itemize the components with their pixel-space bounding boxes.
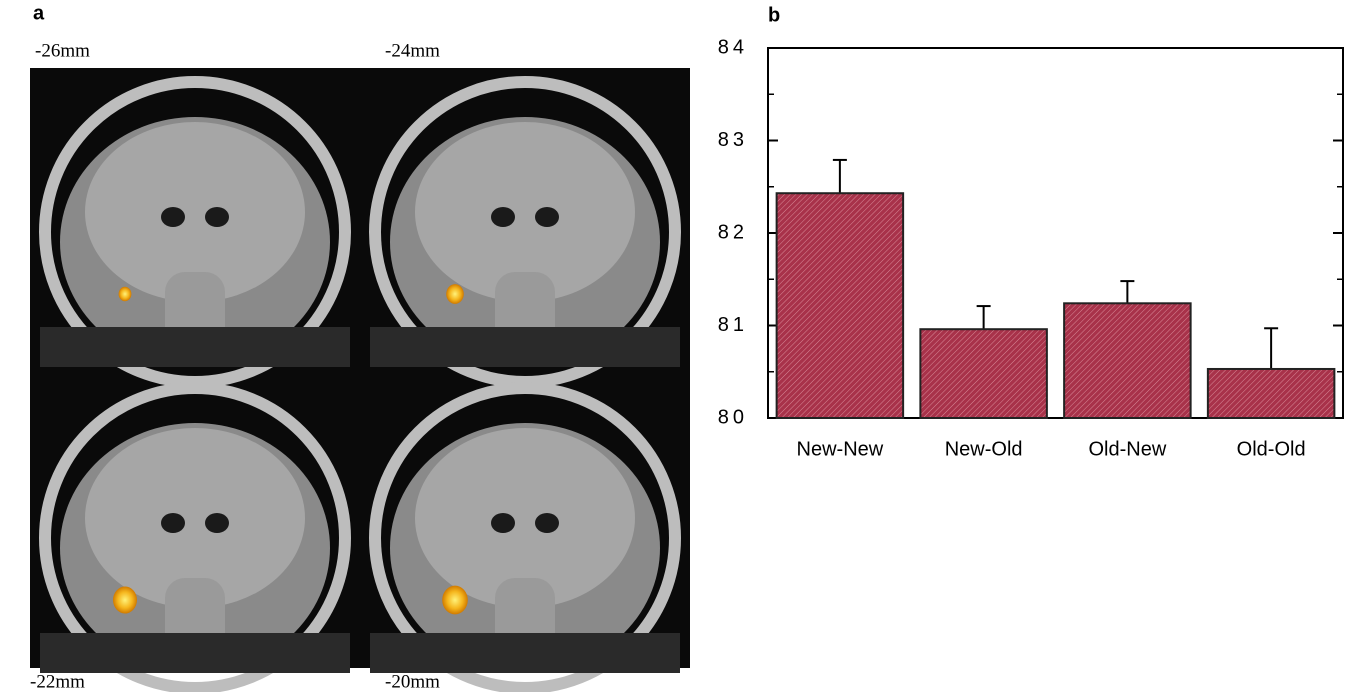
y-tick-label: 83 bbox=[718, 129, 748, 151]
activation bbox=[113, 587, 137, 614]
figure: a b -26mm -24mm -22mm -20mm 80 81 82 83 84 Ne… bbox=[0, 0, 1350, 692]
bar bbox=[777, 193, 904, 418]
ventricle bbox=[491, 513, 515, 533]
base bbox=[370, 633, 680, 673]
panel-label: b bbox=[768, 4, 780, 26]
x-tick-label: New-New bbox=[797, 438, 884, 460]
x-tick-label: New-Old bbox=[945, 438, 1023, 460]
ventricle bbox=[161, 207, 185, 227]
base bbox=[370, 327, 680, 367]
y-tick-label: 80 bbox=[718, 406, 748, 428]
y-tick-label: 81 bbox=[718, 314, 748, 336]
bar bbox=[1208, 369, 1335, 418]
slice-label: -26mm bbox=[35, 40, 90, 61]
base bbox=[40, 633, 350, 673]
ventricle bbox=[491, 207, 515, 227]
base bbox=[40, 327, 350, 367]
activation bbox=[119, 287, 132, 301]
ventricle bbox=[535, 207, 559, 227]
activation bbox=[446, 284, 464, 304]
panel-label: a bbox=[33, 2, 45, 24]
ventricle bbox=[161, 513, 185, 533]
activation bbox=[442, 586, 468, 615]
ventricle bbox=[205, 513, 229, 533]
ventricle bbox=[535, 513, 559, 533]
slice-label: -22mm bbox=[30, 671, 85, 692]
ventricle bbox=[205, 207, 229, 227]
x-tick-label: Old-Old bbox=[1237, 438, 1306, 460]
bar bbox=[1064, 303, 1191, 418]
slice-label: -20mm bbox=[385, 671, 440, 692]
slice-label: -24mm bbox=[385, 40, 440, 61]
x-tick-label: Old-New bbox=[1088, 438, 1166, 460]
y-tick-label: 84 bbox=[718, 36, 748, 58]
y-tick-label: 82 bbox=[718, 221, 748, 243]
bar bbox=[920, 329, 1047, 418]
